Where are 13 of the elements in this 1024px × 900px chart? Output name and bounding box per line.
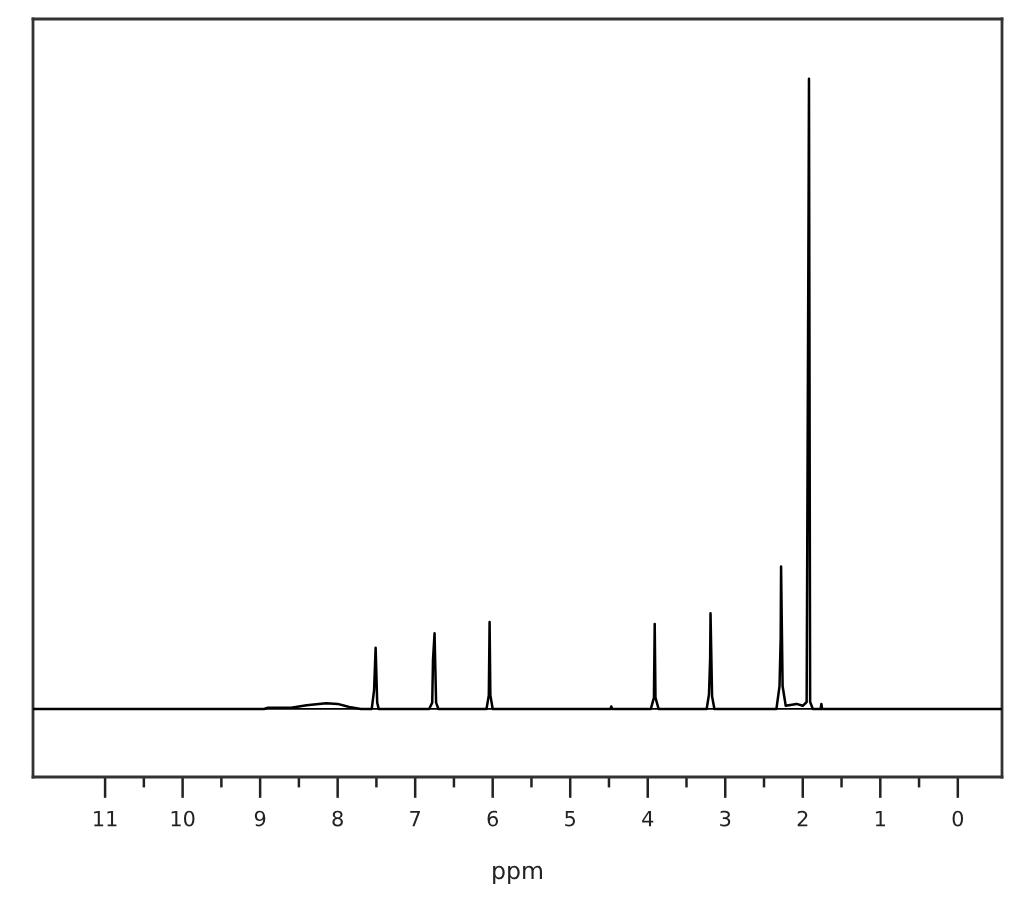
x-tick-label: 2 <box>797 810 808 827</box>
x-tick-label: 11 <box>94 810 117 827</box>
x-tick-label: 4 <box>642 810 654 827</box>
x-tick-label: 7 <box>410 810 421 827</box>
x-tick-label: 8 <box>332 810 343 827</box>
x-tick-label: 0 <box>952 810 964 827</box>
x-axis-title: ppm <box>493 865 542 884</box>
x-tick-label: 1 <box>875 810 885 827</box>
x-tick-label: 10 <box>171 810 195 827</box>
x-tick-label: 5 <box>565 810 576 827</box>
x-tick-label: 3 <box>720 810 731 827</box>
x-tick-label: 9 <box>254 810 266 827</box>
x-tick-label: 6 <box>487 810 499 827</box>
